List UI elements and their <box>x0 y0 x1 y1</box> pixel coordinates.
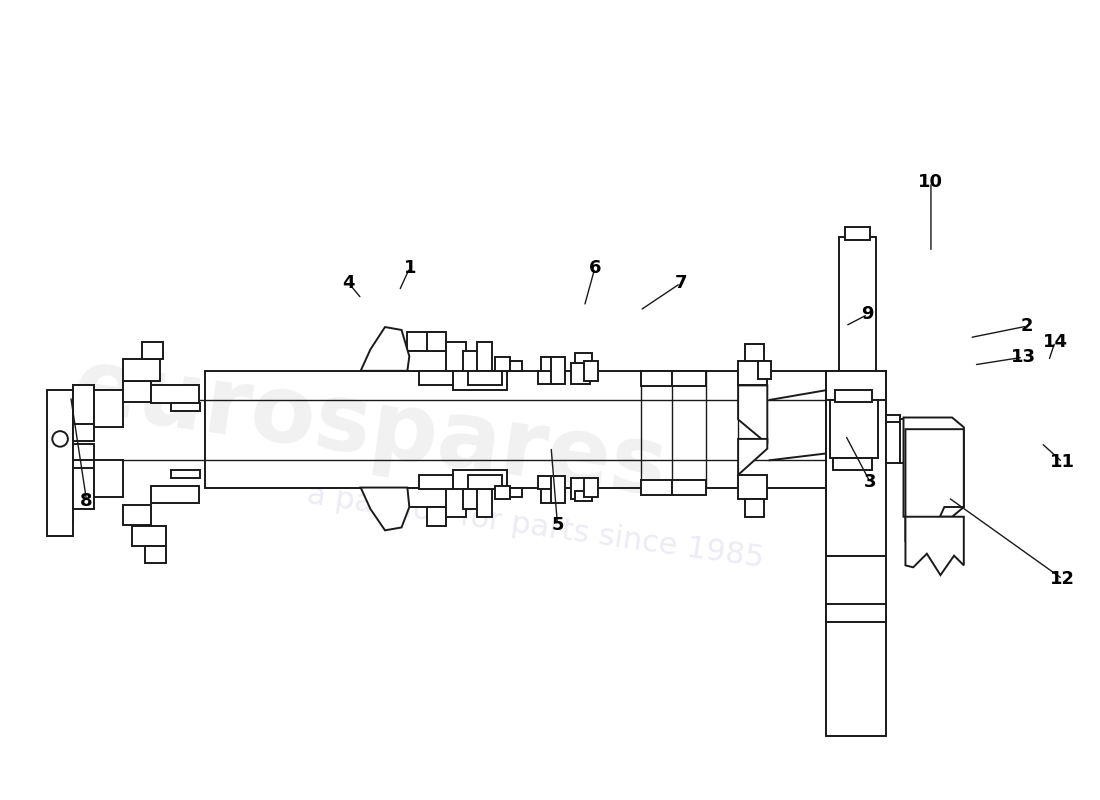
Bar <box>447 487 465 517</box>
Bar <box>170 470 200 478</box>
Bar <box>641 371 672 386</box>
Bar <box>745 343 764 361</box>
Bar <box>826 371 886 556</box>
Bar <box>477 342 492 371</box>
Polygon shape <box>361 327 409 371</box>
Bar <box>745 499 764 517</box>
Bar <box>834 458 872 470</box>
Bar <box>95 460 123 498</box>
Bar <box>826 604 886 622</box>
Bar <box>477 490 492 517</box>
Polygon shape <box>738 386 768 444</box>
Bar <box>145 546 166 563</box>
Text: 11: 11 <box>1050 454 1075 471</box>
Bar <box>95 390 123 427</box>
Circle shape <box>53 431 68 446</box>
Text: 4: 4 <box>342 274 355 292</box>
Bar <box>835 390 872 402</box>
Bar <box>142 342 163 359</box>
Text: 13: 13 <box>1011 348 1035 366</box>
Bar <box>463 351 487 371</box>
Bar <box>584 478 598 498</box>
Bar <box>468 475 502 490</box>
Text: 1: 1 <box>404 258 416 277</box>
Text: 9: 9 <box>861 306 875 323</box>
Bar <box>419 475 453 490</box>
Bar <box>495 357 510 371</box>
Bar <box>758 361 771 378</box>
Bar <box>123 381 151 402</box>
Text: 10: 10 <box>918 173 944 191</box>
Bar <box>447 342 465 371</box>
Bar <box>52 405 73 522</box>
Text: 12: 12 <box>1050 570 1075 588</box>
Bar <box>829 400 878 458</box>
Bar <box>540 357 557 371</box>
Bar <box>574 491 592 501</box>
Bar <box>571 478 591 499</box>
Text: 3: 3 <box>864 473 877 490</box>
Bar <box>170 403 200 410</box>
Bar <box>495 486 510 499</box>
Bar <box>886 414 900 422</box>
Text: 2: 2 <box>1021 317 1034 335</box>
Bar <box>73 444 95 460</box>
Bar <box>571 363 591 385</box>
Bar <box>540 490 557 503</box>
Bar <box>826 556 886 736</box>
Bar <box>453 470 507 490</box>
Bar <box>407 487 465 507</box>
Bar <box>47 390 73 536</box>
Bar <box>510 361 522 371</box>
Bar <box>427 332 447 351</box>
Polygon shape <box>361 487 409 530</box>
Bar <box>738 361 768 386</box>
Polygon shape <box>738 439 768 475</box>
Bar <box>463 490 487 509</box>
Bar <box>672 480 706 495</box>
Bar <box>538 371 556 385</box>
Bar <box>900 419 920 463</box>
Text: a passion for parts since 1985: a passion for parts since 1985 <box>306 480 766 573</box>
Bar <box>510 487 522 498</box>
Bar <box>551 357 565 385</box>
Polygon shape <box>903 418 964 517</box>
Bar <box>73 468 95 509</box>
Bar <box>407 332 442 351</box>
Bar <box>73 424 95 441</box>
Text: 6: 6 <box>588 258 602 277</box>
Bar <box>538 476 556 490</box>
Bar <box>574 354 592 363</box>
Bar <box>427 351 442 367</box>
Bar <box>886 419 900 463</box>
Bar <box>453 371 507 390</box>
Bar <box>419 371 453 386</box>
Bar <box>672 371 706 386</box>
Bar <box>427 507 447 526</box>
Text: 8: 8 <box>80 492 94 510</box>
Polygon shape <box>905 429 964 541</box>
Text: 7: 7 <box>674 274 686 292</box>
Bar <box>123 505 151 525</box>
Bar <box>73 386 95 426</box>
Bar <box>826 371 886 400</box>
Bar <box>407 351 465 371</box>
Bar <box>407 351 427 371</box>
Bar <box>584 361 598 381</box>
Bar <box>839 237 877 371</box>
Bar <box>123 359 161 381</box>
Text: 5: 5 <box>551 515 563 534</box>
Bar <box>738 475 768 499</box>
Bar <box>151 486 199 503</box>
Bar <box>641 480 672 495</box>
Bar <box>132 526 166 546</box>
Bar <box>151 386 199 403</box>
Polygon shape <box>905 517 964 575</box>
Text: 14: 14 <box>1043 333 1068 350</box>
Text: eurospares: eurospares <box>68 342 672 516</box>
Bar <box>551 476 565 503</box>
Bar <box>468 371 502 386</box>
Bar <box>845 227 870 241</box>
